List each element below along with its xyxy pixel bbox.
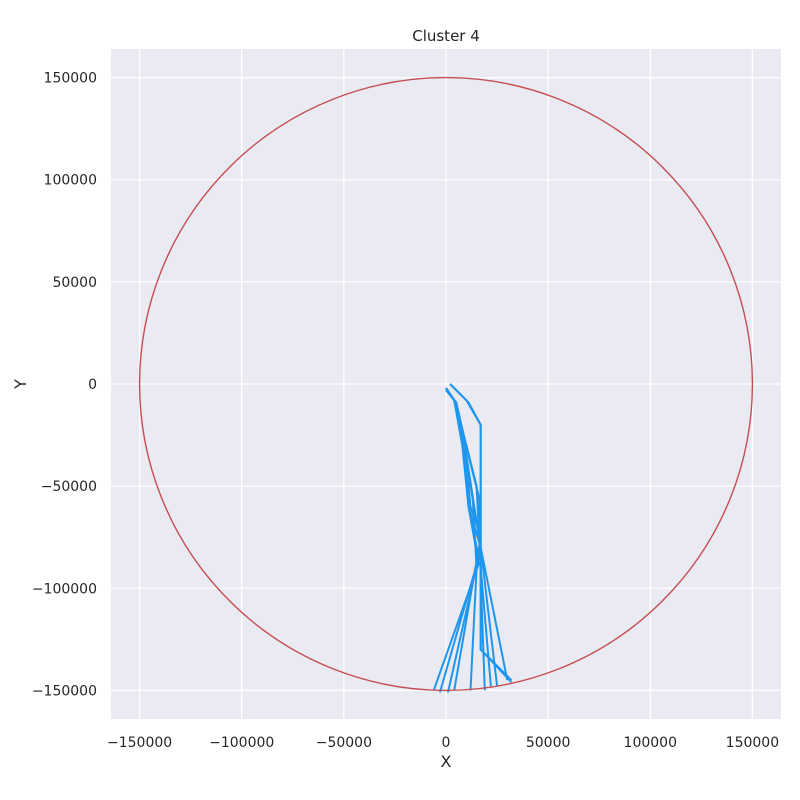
- y-tick-label: 50000: [52, 275, 97, 291]
- x-tick-label: 150000: [726, 735, 779, 751]
- y-tick-label: 150000: [44, 71, 97, 87]
- y-tick-label: −100000: [32, 581, 97, 597]
- tick-labels: −150000 −100000 −50000 0 50000 100000 150000 −1…: [32, 71, 779, 751]
- x-tick-label: −50000: [316, 735, 372, 751]
- series-group: [432, 383, 513, 693]
- x-tick-label: −100000: [209, 735, 274, 751]
- trajectory-line: [449, 383, 513, 681]
- boundary-circle: [138, 76, 754, 692]
- x-tick-label: 50000: [526, 735, 571, 751]
- x-tick-label: 100000: [624, 735, 677, 751]
- y-axis-title: Y: [11, 379, 30, 390]
- x-axis-title: X: [441, 752, 452, 771]
- chart-title: Cluster 4: [412, 27, 480, 45]
- y-tick-label: −150000: [32, 683, 97, 699]
- x-tick-label: −150000: [107, 735, 172, 751]
- y-tick-label: −50000: [41, 479, 97, 495]
- x-tick-label: 0: [442, 735, 451, 751]
- y-tick-label: 100000: [44, 173, 97, 189]
- y-tick-label: 0: [88, 377, 97, 393]
- trajectory-line: [432, 387, 480, 691]
